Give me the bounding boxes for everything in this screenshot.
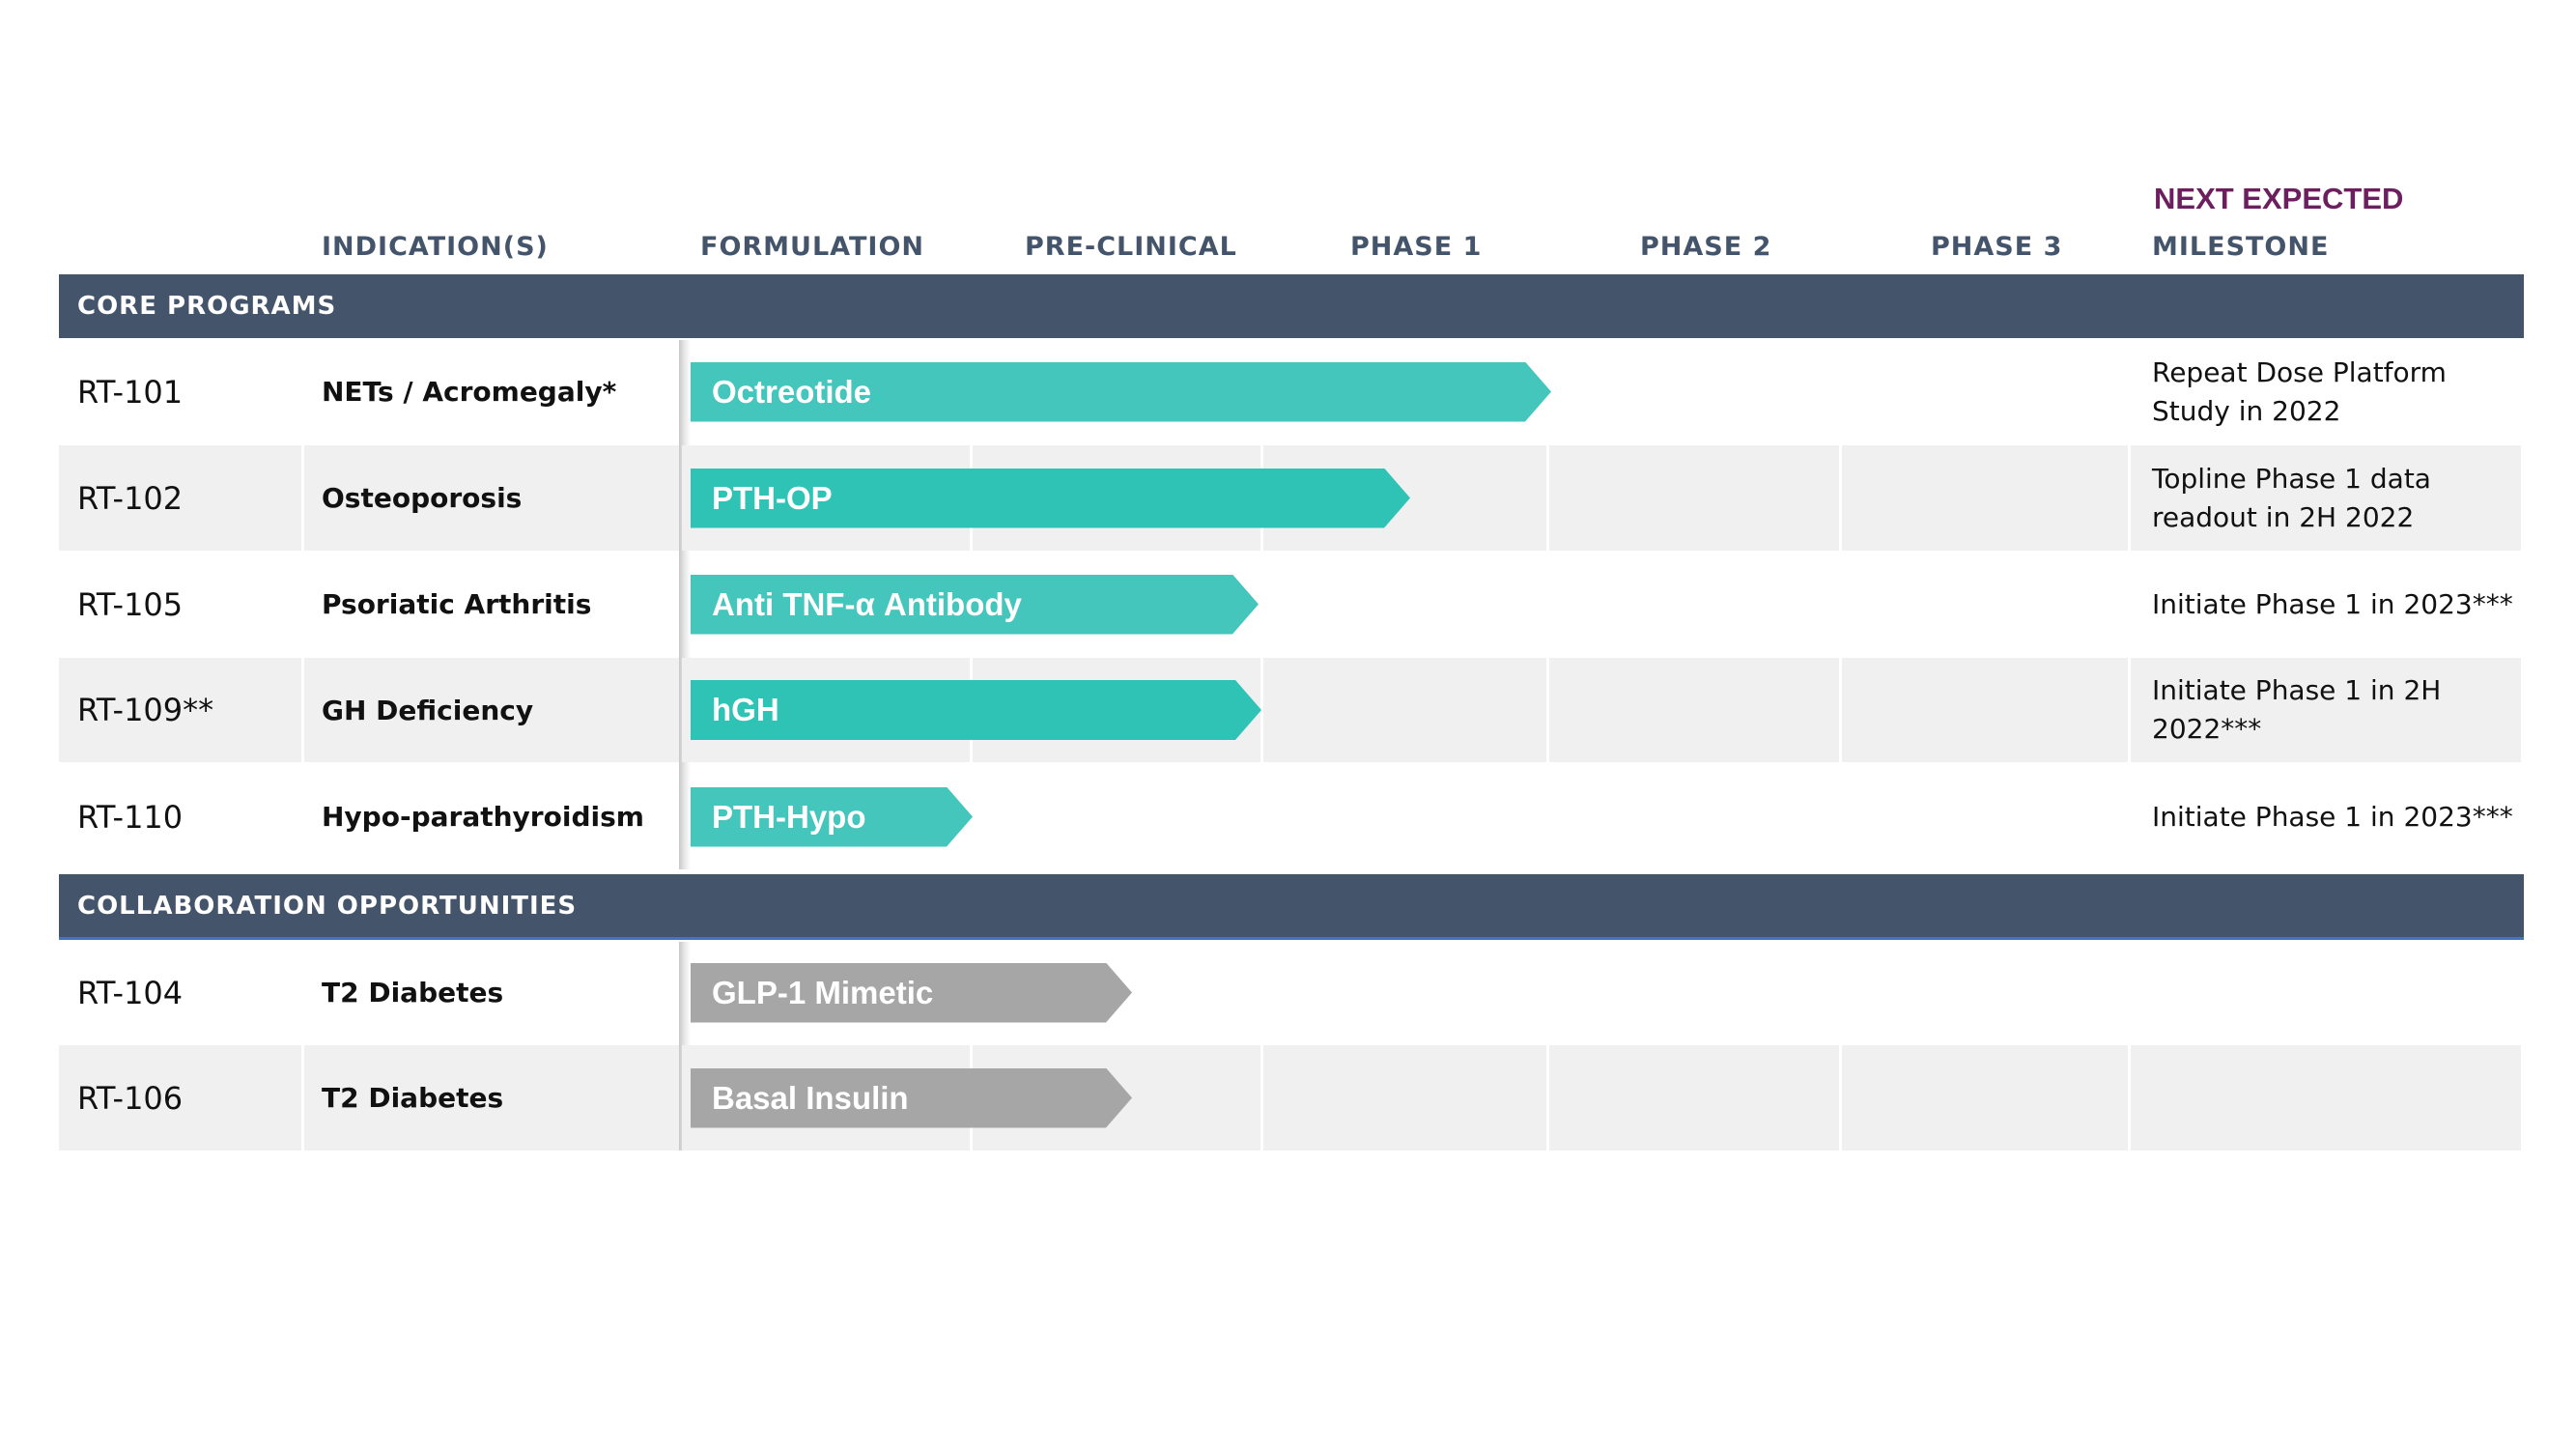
column-header: MILESTONE <box>2152 232 2330 262</box>
milestone: Initiate Phase 1 in 2023*** <box>2152 800 2513 833</box>
row-cell <box>1842 1045 2128 1151</box>
program-id: RT-106 <box>77 1079 184 1117</box>
program-id: RT-104 <box>77 974 184 1011</box>
row-cell <box>2131 658 2521 762</box>
indication: Psoriatic Arthritis <box>322 588 592 620</box>
row-shadow <box>679 340 691 869</box>
row-cell <box>2131 445 2521 551</box>
formulation-arrow: hGH <box>691 680 1261 740</box>
column-header: PHASE 1 <box>1350 232 1483 262</box>
row-cell <box>59 1045 301 1151</box>
row-cell <box>1842 658 2128 762</box>
row-cell <box>1549 658 1839 762</box>
indication: Osteoporosis <box>322 482 523 514</box>
program-id: RT-110 <box>77 798 184 836</box>
formulation-arrow: Octreotide <box>691 361 1551 422</box>
milestone: Topline Phase 1 data readout in 2H 2022 <box>2152 462 2431 533</box>
milestone: Repeat Dose Platform Study in 2022 <box>2152 355 2447 427</box>
milestone: Initiate Phase 1 in 2H 2022*** <box>2152 674 2442 745</box>
column-header: INDICATION(S) <box>322 232 549 262</box>
indication: T2 Diabetes <box>322 977 504 1009</box>
column-header: FORMULATION <box>700 232 924 262</box>
formulation-arrow: Anti TNF-α Antibody <box>691 574 1259 635</box>
row-cell <box>304 1045 679 1151</box>
row-cell <box>1263 1045 1546 1151</box>
row-cell <box>1842 445 2128 551</box>
milestone-prefix: NEXT EXPECTED <box>2154 182 2404 215</box>
formulation-arrow: GLP-1 Mimetic <box>691 962 1132 1023</box>
indication: Hypo-parathyroidism <box>322 801 644 833</box>
column-header: PRE-CLINICAL <box>1025 232 1237 262</box>
program-id: RT-101 <box>77 373 184 411</box>
row-cell <box>304 445 679 551</box>
milestone: Initiate Phase 1 in 2023*** <box>2152 587 2513 620</box>
row-cell <box>1549 445 1839 551</box>
column-header: PHASE 2 <box>1640 232 1772 262</box>
row-cell <box>2131 1045 2521 1151</box>
program-id: RT-105 <box>77 585 184 623</box>
section-band: CORE PROGRAMS <box>59 274 2524 338</box>
indication: T2 Diabetes <box>322 1082 504 1114</box>
formulation-arrow: Basal Insulin <box>691 1067 1132 1128</box>
row-cell <box>59 445 301 551</box>
formulation-arrow: PTH-OP <box>691 468 1410 528</box>
row-cell <box>1549 1045 1839 1151</box>
row-cell <box>59 658 301 762</box>
program-id: RT-102 <box>77 479 184 517</box>
row-cell <box>304 658 679 762</box>
formulation-arrow: PTH-Hypo <box>691 786 973 847</box>
row-cell <box>1263 658 1546 762</box>
indication: NETs / Acromegaly* <box>322 376 617 408</box>
section-band: COLLABORATION OPPORTUNITIES <box>59 874 2524 940</box>
program-id: RT-109** <box>77 692 214 728</box>
indication: GH Deficiency <box>322 694 534 726</box>
column-header: PHASE 3 <box>1931 232 2063 262</box>
